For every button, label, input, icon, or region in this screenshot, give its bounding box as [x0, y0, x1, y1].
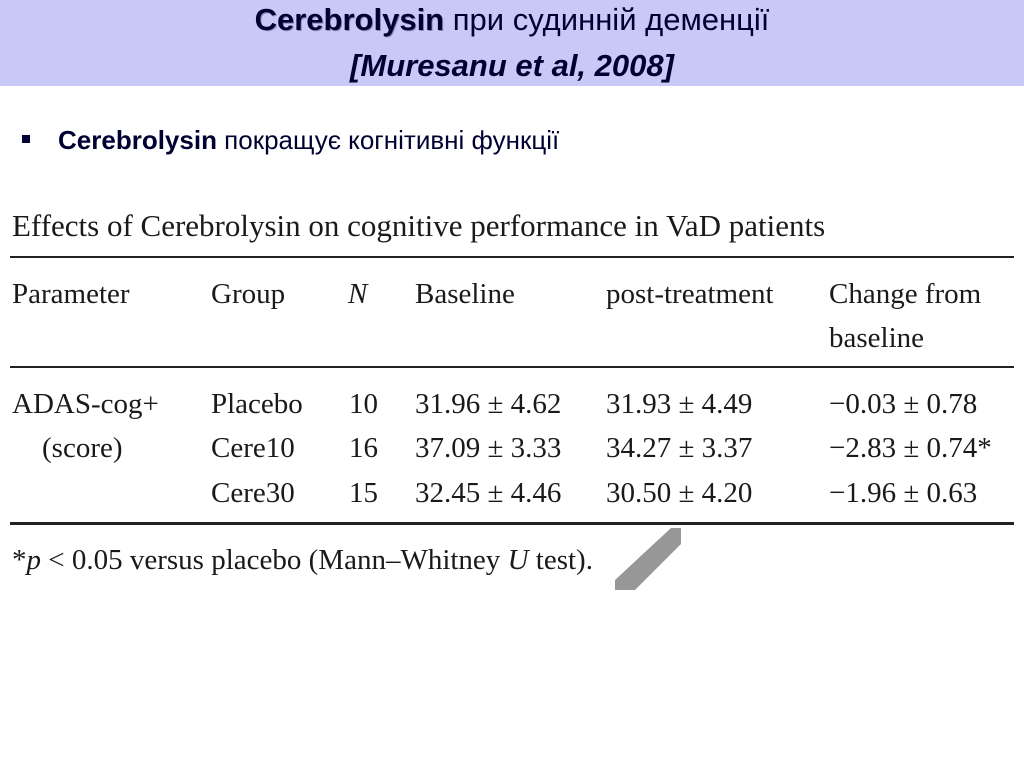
header-baseline: Baseline: [415, 278, 515, 310]
title-rest: при судинній деменції: [444, 2, 770, 37]
row-placebo-group: Placebo: [211, 388, 303, 420]
bullet-bold: Cerebrolysin: [58, 125, 217, 155]
title-bold: Cerebrolysin: [254, 2, 445, 37]
row-cere30-change: −1.96 ± 0.63: [829, 477, 978, 509]
row-cere30-n: 15: [349, 477, 378, 509]
footnote-u: U: [507, 544, 529, 576]
row-cere10-post: 34.27 ± 3.37: [606, 432, 753, 464]
parameter-unit: (score): [42, 432, 123, 464]
bullet-text: покращує когнітивні функції: [216, 125, 560, 155]
header-change-line1: Change from: [829, 278, 982, 310]
row-cere10-n: 16: [349, 432, 378, 464]
footnote-end: test).: [528, 544, 593, 576]
square-bullet-icon: [22, 135, 30, 144]
slide-title: Cerebrolysin при судинній деменції: [0, 2, 1024, 38]
table-caption: Effects of Cerebrolysin on cognitive per…: [12, 208, 826, 243]
header-change-line2: baseline: [829, 322, 925, 354]
footnote-text: < 0.05 versus placebo (Mann–Whitney: [41, 544, 508, 576]
bullet-point: Cerebrolysin покращує когнітивні функції: [22, 120, 559, 160]
watermark-stripe: [615, 528, 681, 590]
header-n: N: [348, 278, 368, 310]
parameter-name: ADAS-cog+: [12, 388, 159, 420]
table-footnote: *p < 0.05 versus placebo (Mann–Whitney U…: [12, 538, 593, 582]
header-group: Group: [211, 278, 286, 310]
table-bottom-rule: [10, 522, 1014, 525]
row-cere10-baseline: 37.09 ± 3.33: [415, 432, 562, 464]
header-parameter: Parameter: [12, 278, 130, 310]
header-post-treatment: post-treatment: [606, 278, 774, 310]
table-top-rule: [10, 256, 1014, 258]
row-cere10-group: Cere10: [211, 432, 295, 464]
footnote-p: p: [26, 544, 42, 576]
row-placebo-n: 10: [349, 388, 378, 420]
row-placebo-baseline: 31.96 ± 4.62: [415, 388, 562, 420]
row-cere30-baseline: 32.45 ± 4.46: [415, 477, 562, 509]
table-header-rule: [10, 366, 1014, 368]
row-cere30-group: Cere30: [211, 477, 295, 509]
row-placebo-change: −0.03 ± 0.78: [829, 388, 978, 420]
row-cere30-post: 30.50 ± 4.20: [606, 477, 753, 509]
row-placebo-post: 31.93 ± 4.49: [606, 388, 753, 420]
reference-citation: [Muresanu et al, 2008]: [350, 48, 674, 83]
row-cere10-change: −2.83 ± 0.74*: [829, 432, 992, 464]
slide-header: Cerebrolysin при судинній деменції [Mure…: [0, 0, 1024, 86]
footnote-star: *: [12, 544, 27, 576]
